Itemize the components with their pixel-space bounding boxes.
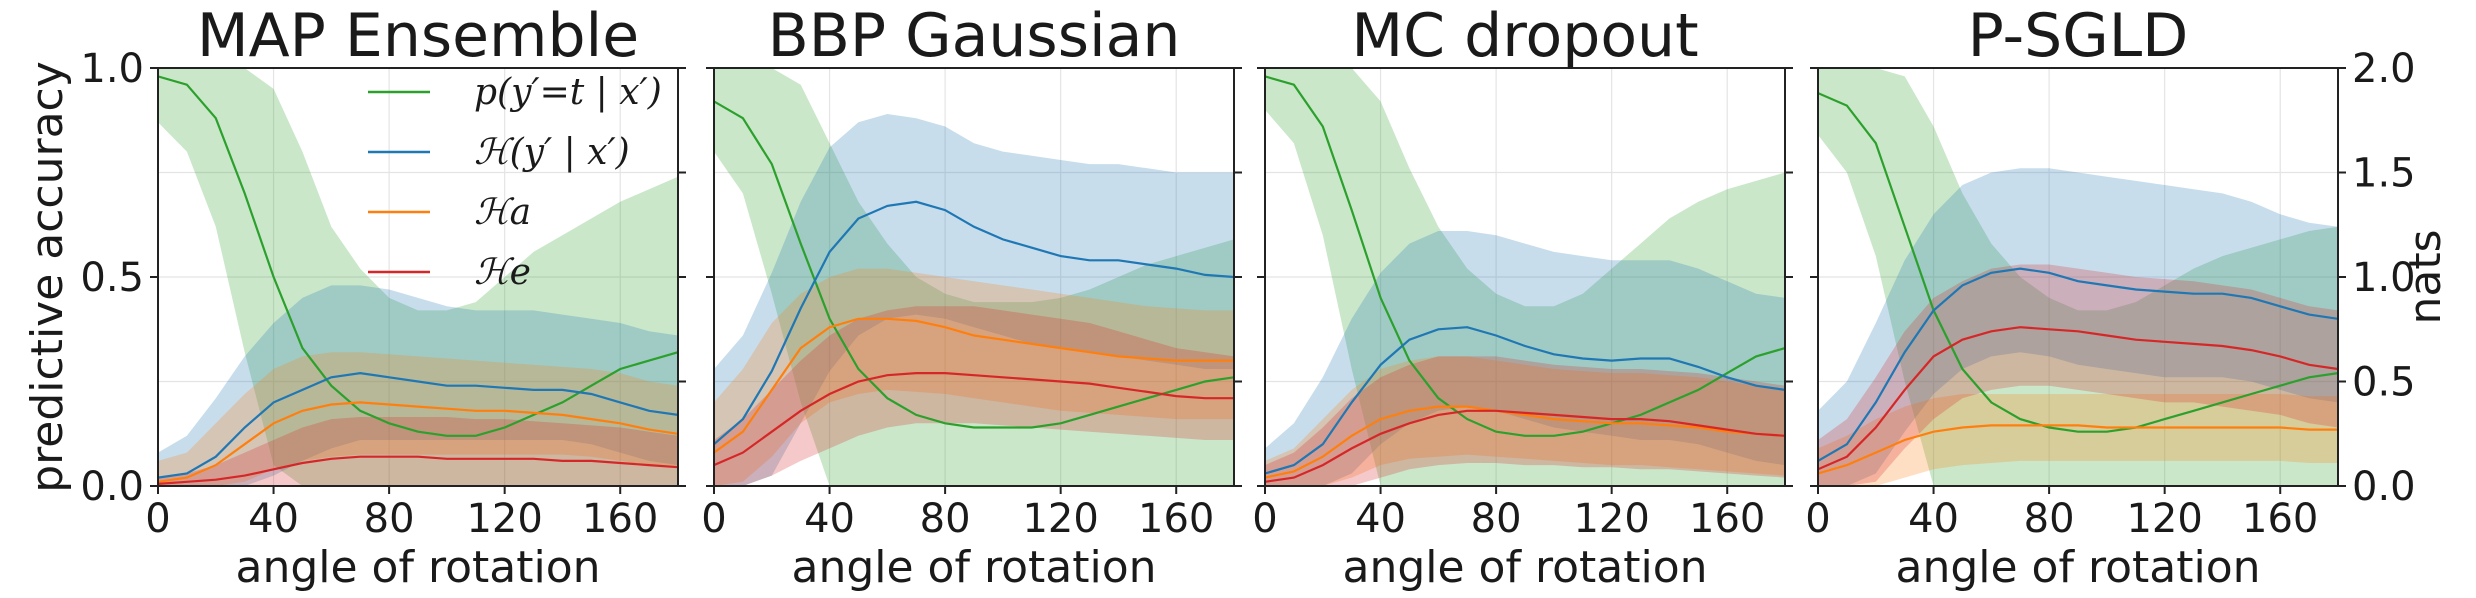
panel-mc-dropout: 0 40 80 120 160 MC dropout angle of rotation [1252, 1, 1793, 593]
figure-root: 0 40 80 120 160 0.0 0.5 1.0 MAP Ensemble angle of… [22, 1, 2451, 593]
x-tick-label: 160 [582, 496, 658, 542]
band-aleatoric [158, 352, 678, 486]
legend-label-accuracy: p(y′=t | x′) [474, 72, 662, 113]
x-tick-label: 80 [1471, 496, 1522, 542]
panel-bbp-gaussian: 0 40 80 120 160 BBP Gaussian angle of rotation [701, 1, 1242, 593]
x-tick-label: 80 [920, 496, 971, 542]
x-tick-label: 120 [1022, 496, 1098, 542]
line-accuracy [1265, 75, 1785, 437]
line-aleatoric [1818, 424, 2338, 475]
band-accuracy [1818, 68, 2338, 486]
panel-title: MC dropout [1351, 1, 1698, 71]
x-tick-label: 120 [2126, 496, 2202, 542]
x-tick-label: 40 [804, 496, 855, 542]
x-axis-label: angle of rotation [1343, 542, 1708, 593]
series-group [158, 68, 678, 486]
band-epistemic [1265, 356, 1785, 486]
x-tick-label: 120 [466, 496, 542, 542]
x-tick-label: 40 [1908, 496, 1959, 542]
y-tick-label-right: 0.0 [2352, 464, 2416, 510]
band-total_entropy [158, 285, 678, 486]
x-tick-label: 0 [1252, 496, 1277, 542]
y-tick-label-right: 0.5 [2352, 360, 2416, 406]
line-total_entropy [714, 200, 1234, 446]
y-axis-label-left: predictive accuracy [22, 61, 73, 493]
y-tick-label-left: 1.0 [80, 46, 144, 92]
legend-label-aleatoric: ℋa [474, 192, 531, 233]
x-tick-label: 160 [1138, 496, 1214, 542]
band-aleatoric [1265, 356, 1785, 486]
x-axis-label: angle of rotation [236, 542, 601, 593]
panel-title: MAP Ensemble [197, 1, 639, 71]
line-accuracy [714, 100, 1234, 429]
y-tick-label-right: 1.5 [2352, 151, 2416, 197]
line-aleatoric [714, 317, 1234, 454]
line-aleatoric [158, 401, 678, 483]
band-accuracy [714, 68, 1234, 486]
line-total_entropy [1265, 326, 1785, 475]
line-epistemic [158, 455, 678, 485]
x-tick-label: 120 [1573, 496, 1649, 542]
x-axis-label: angle of rotation [1896, 542, 2261, 593]
y-tick-label-right: 2.0 [2352, 46, 2416, 92]
line-epistemic [1818, 326, 2338, 471]
series-group [1265, 68, 1785, 486]
y-tick-label-left: 0.5 [80, 255, 144, 301]
line-epistemic [1265, 409, 1785, 483]
band-total_entropy [1818, 168, 2338, 486]
y-tick-label-right: 1.0 [2352, 255, 2416, 301]
x-tick-label: 0 [145, 496, 170, 542]
y-tick-label-left: 0.0 [80, 464, 144, 510]
band-total_entropy [1265, 231, 1785, 486]
band-accuracy [1265, 68, 1785, 486]
band-epistemic [1818, 264, 2338, 486]
panel-map-ensemble: 0 40 80 120 160 0.0 0.5 1.0 MAP Ensemble angle of… [80, 1, 686, 593]
x-tick-label: 40 [248, 496, 299, 542]
legend-label-epistemic: ℋe [474, 252, 531, 293]
line-total_entropy [158, 371, 678, 479]
band-accuracy [158, 68, 678, 486]
panel-p-sgld: 0 40 80 120 160 0.0 0.5 1.0 1.5 2.0 P-SGLD angle of… [1805, 1, 2415, 593]
x-tick-label: 160 [1689, 496, 1765, 542]
line-aleatoric [1265, 405, 1785, 479]
x-tick-label: 160 [2242, 496, 2318, 542]
panel-title: P-SGLD [1968, 1, 2189, 71]
x-tick-label: 80 [364, 496, 415, 542]
legend: p(y′=t | x′) ℋ(y′ | x′) ℋa ℋe [368, 72, 662, 293]
x-axis-label: angle of rotation [792, 542, 1157, 593]
y-axis-label-right: nats [2400, 229, 2451, 324]
band-epistemic [158, 417, 678, 486]
x-tick-label: 80 [2024, 496, 2075, 542]
line-epistemic [714, 372, 1234, 467]
line-accuracy [1818, 92, 2338, 433]
line-total_entropy [1818, 267, 2338, 462]
panel-title: BBP Gaussian [768, 1, 1181, 71]
band-epistemic [714, 306, 1234, 486]
series-group [714, 68, 1234, 486]
band-aleatoric [1818, 394, 2338, 486]
legend-label-total_entropy: ℋ(y′ | x′) [474, 132, 630, 173]
series-group [1818, 68, 2338, 486]
x-tick-label: 0 [701, 496, 726, 542]
x-tick-label: 0 [1805, 496, 1830, 542]
line-accuracy [158, 75, 678, 437]
band-total_entropy [714, 114, 1234, 486]
x-tick-label: 40 [1355, 496, 1406, 542]
